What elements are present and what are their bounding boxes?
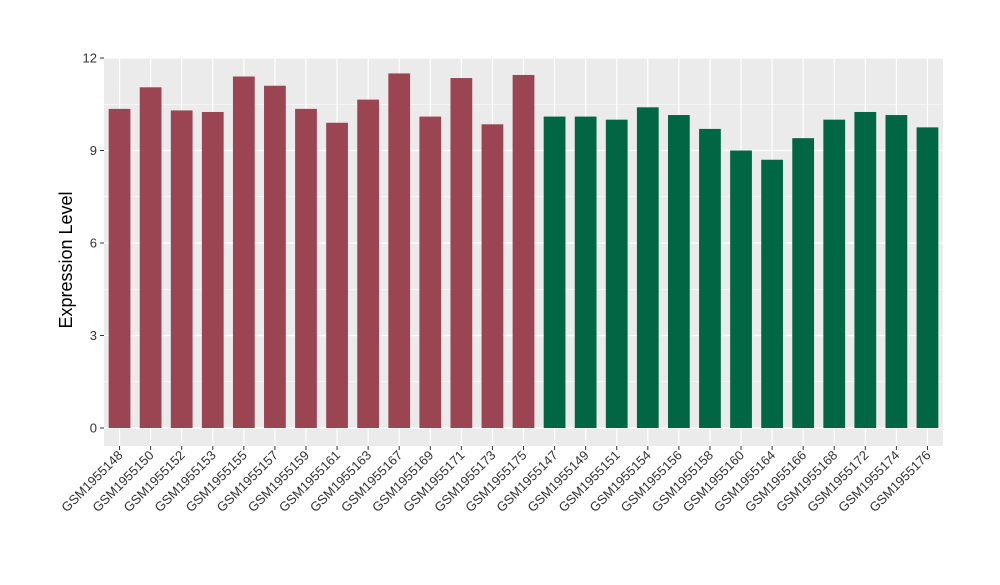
bar-GSM1955176 (916, 127, 939, 428)
y-tick-label: 6 (90, 236, 97, 251)
bar-GSM1955167 (388, 73, 411, 429)
y-tick-label: 12 (83, 51, 97, 66)
bar-GSM1955175 (512, 74, 535, 428)
bar-GSM1955158 (699, 128, 721, 428)
y-axis: 0 3 6 9 12 (83, 51, 104, 436)
y-tick-label: 3 (90, 328, 97, 343)
bar-GSM1955169 (419, 116, 442, 428)
bar-GSM1955171 (450, 78, 473, 429)
bar-GSM1955157 (264, 85, 286, 428)
bar-GSM1955148 (108, 108, 131, 428)
bar-GSM1955172 (854, 111, 877, 428)
bar-GSM1955160 (730, 150, 752, 428)
y-axis-label: Expression Level (56, 191, 76, 328)
bar-GSM1955155 (232, 76, 255, 428)
bar-GSM1955151 (605, 119, 628, 429)
bar-GSM1955147 (543, 116, 566, 428)
bar-GSM1955166 (792, 138, 815, 428)
bar-GSM1955153 (201, 111, 224, 428)
bar-GSM1955156 (667, 115, 690, 429)
bar-GSM1955159 (295, 108, 317, 428)
y-tick-label: 0 (90, 421, 97, 436)
x-axis: GSM1955148GSM1955150GSM1955152GSM1955153… (58, 446, 934, 515)
bar-GSM1955163 (357, 99, 380, 428)
bar-GSM1955154 (636, 107, 659, 428)
bar-GSM1955149 (574, 116, 597, 428)
bar-GSM1955173 (481, 124, 504, 429)
bar-GSM1955161 (326, 122, 348, 428)
bars (108, 73, 939, 429)
bar-GSM1955174 (885, 115, 908, 429)
bar-GSM1955152 (170, 110, 193, 429)
bar-GSM1955150 (139, 87, 162, 429)
bar-GSM1955168 (823, 119, 846, 429)
y-tick-label: 9 (90, 143, 97, 158)
bar-GSM1955164 (761, 159, 783, 428)
